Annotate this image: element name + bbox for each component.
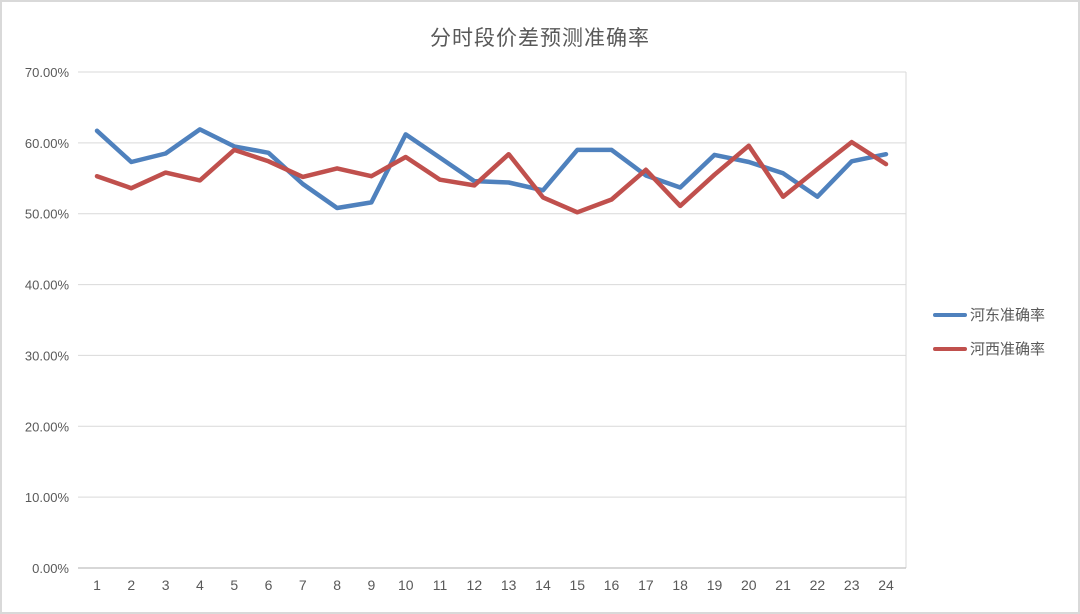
x-axis-tick-label: 24 (878, 577, 894, 593)
hexi-line-swatch-icon (933, 346, 967, 351)
x-axis-tick-label: 1 (93, 577, 101, 593)
chart-legend: 河东准确率 河西准确率 (933, 304, 1045, 359)
x-axis-tick-label: 16 (604, 577, 620, 593)
x-axis-tick-label: 3 (162, 577, 170, 593)
x-axis-tick-label: 20 (741, 577, 757, 593)
x-axis-tick-label: 12 (467, 577, 483, 593)
x-axis-tick-label: 6 (265, 577, 273, 593)
x-axis-tick-label: 7 (299, 577, 307, 593)
x-axis-tick-label: 18 (672, 577, 688, 593)
x-axis-tick-label: 5 (230, 577, 238, 593)
series-line-hedong (94, 127, 889, 211)
chart-title: 分时段价差预测准确率 (430, 26, 650, 50)
series-line-hexi (94, 139, 889, 215)
x-axis-tick-label: 9 (368, 577, 376, 593)
x-axis-tick-label: 15 (569, 577, 585, 593)
x-axis-tick-label: 21 (775, 577, 791, 593)
y-axis-tick-label: 20.00% (25, 419, 70, 434)
x-axis-tick-label: 14 (535, 577, 551, 593)
x-axis-tick-label: 11 (433, 577, 448, 593)
legend-label-hedong: 河东准确率 (970, 308, 1046, 324)
x-axis-tick-label: 13 (501, 577, 517, 593)
y-axis-tick-label: 40.00% (25, 278, 70, 293)
x-axis-tick-label: 2 (127, 577, 135, 593)
x-axis-tick-label: 19 (707, 577, 723, 593)
x-axis-tick-label: 4 (196, 577, 204, 593)
x-axis-tick-label: 10 (398, 577, 414, 593)
y-axis-tick-label: 50.00% (25, 207, 70, 222)
legend-item-hexi: 河西准确率 (933, 338, 1045, 359)
legend-label-hexi: 河西准确率 (970, 342, 1046, 358)
y-axis-tick-label: 0.00% (32, 561, 69, 576)
y-axis-tick-label: 60.00% (25, 136, 70, 151)
y-axis-tick-label: 10.00% (25, 490, 70, 505)
hedong-line-swatch-icon (933, 312, 967, 317)
x-axis-tick-label: 22 (810, 577, 826, 593)
y-axis-tick-label: 30.00% (25, 348, 70, 363)
x-axis-tick-label: 17 (638, 577, 654, 593)
x-axis-tick-label: 23 (844, 577, 860, 593)
y-axis-tick-label: 70.00% (25, 65, 70, 80)
legend-item-hedong: 河东准确率 (933, 304, 1045, 325)
x-axis-tick-label: 8 (333, 577, 341, 593)
